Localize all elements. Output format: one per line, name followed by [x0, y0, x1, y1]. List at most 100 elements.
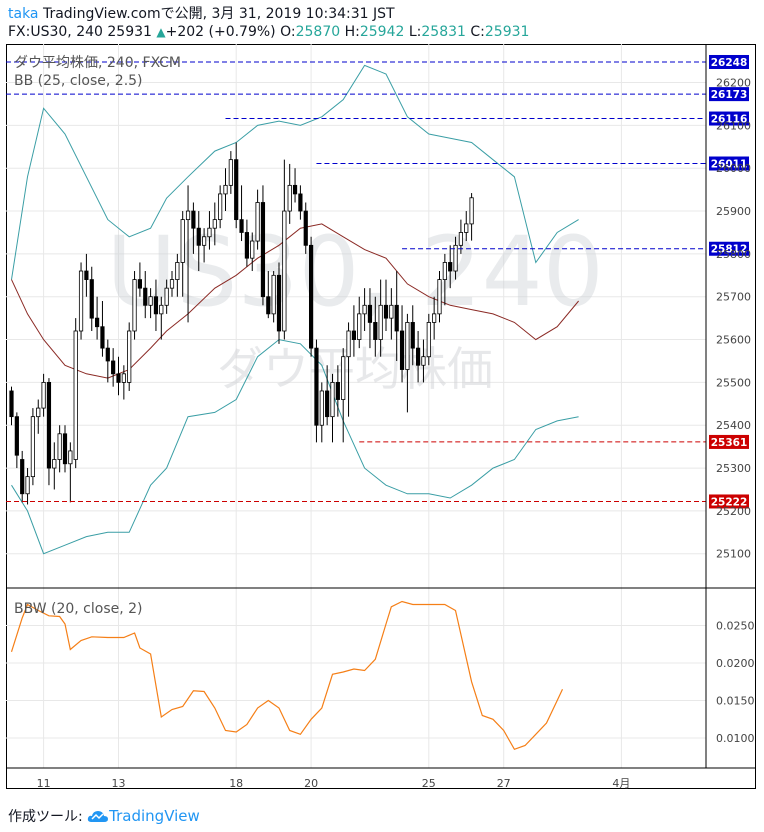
candle-body	[41, 381, 46, 409]
candle-body	[68, 450, 73, 465]
high-value: 25942	[359, 24, 405, 40]
candle-body	[36, 407, 41, 418]
close-value: 25931	[484, 24, 530, 40]
candle-body	[14, 416, 19, 456]
bbw-line	[10, 600, 564, 751]
low-value: 25831	[421, 24, 466, 40]
candle-body	[25, 476, 30, 495]
price-tick-label: 25500	[716, 376, 751, 389]
price-tick-label: 25300	[716, 462, 751, 475]
time-tick-label: 27	[497, 777, 511, 790]
grid	[6, 44, 706, 768]
candle-body	[453, 244, 458, 272]
candle-body	[303, 210, 308, 246]
candle-body	[405, 322, 410, 370]
time-tick-label: 20	[304, 777, 318, 790]
price-level-badge	[709, 434, 749, 449]
candle-body	[223, 184, 228, 195]
candle-body	[20, 459, 25, 495]
low-label: L:	[408, 24, 422, 40]
candle-body	[415, 347, 421, 366]
candle-body	[464, 223, 469, 233]
price-tick-label: 26100	[716, 119, 751, 132]
price-level-label: 26011	[711, 159, 748, 171]
footer: 作成ツール: TradingView	[8, 806, 200, 827]
price-level-label: 25812	[711, 244, 748, 256]
open-value: 25870	[295, 24, 341, 40]
candle-body	[132, 279, 137, 332]
candle-body	[421, 356, 426, 366]
candle-body	[218, 193, 223, 221]
candle-body	[62, 433, 68, 465]
candle-body	[319, 390, 324, 426]
price-tick-label: 25600	[716, 334, 751, 347]
header-line-2: FX:US30, 240 25931 ▲+202 (+0.79%) O:2587…	[8, 23, 529, 41]
candle-body	[95, 317, 100, 328]
price-level-badge	[709, 241, 749, 256]
change-value: +202 (+0.79%)	[165, 24, 276, 40]
price-tick-label: 26000	[716, 162, 751, 175]
candle-body	[357, 313, 362, 340]
candle-body	[383, 304, 389, 319]
candle-body	[52, 459, 57, 469]
price-level-label: 26248	[711, 57, 748, 69]
header-line-1: taka TradingView.comで公開, 3月 31, 2019 10:…	[8, 5, 395, 23]
candle-body	[100, 326, 105, 349]
candle-body	[185, 210, 191, 221]
legend-bb[interactable]: BB (25, close, 2.5)	[14, 73, 143, 89]
candle-body	[410, 322, 415, 349]
candle-body	[234, 159, 239, 221]
candle-body	[9, 390, 14, 418]
candles	[9, 142, 474, 505]
legend-main[interactable]: ダウ平均株価, 240, FXCM	[14, 55, 181, 71]
candle-body	[373, 322, 378, 340]
price-levels: 26248 26173 26116 26011 25812 25361 25222	[6, 54, 749, 509]
bb-lower-line	[11, 339, 579, 555]
candle-body	[153, 296, 159, 315]
open-label: O:	[280, 24, 296, 40]
bbw-tick-label: 0.0100	[716, 732, 755, 745]
bb-upper-line	[11, 64, 579, 280]
candle-body	[30, 416, 36, 478]
candle-body	[330, 381, 335, 418]
bbw-tick-label: 0.0150	[716, 695, 755, 708]
candle-body	[121, 373, 126, 383]
bbw-tick-label: 0.0200	[716, 657, 755, 670]
candle-body	[159, 304, 164, 315]
price-level-badge	[709, 87, 749, 102]
candle-body	[244, 232, 249, 259]
author-name[interactable]: taka	[8, 6, 39, 22]
candle-body	[89, 279, 94, 319]
candle-body	[399, 330, 405, 370]
candle-body	[341, 356, 346, 400]
candle-body	[175, 262, 180, 280]
candle-body	[116, 373, 121, 383]
candle-body	[282, 210, 287, 332]
candle-body	[378, 304, 383, 340]
candle-body	[426, 322, 431, 358]
price-level-badge	[709, 156, 749, 171]
candle-body	[169, 279, 175, 289]
axes: 25100 25200 25300 25400 25500 25600 25700 25800…	[37, 77, 755, 790]
chart-frame	[6, 44, 756, 789]
footer-brand[interactable]: TradingView	[109, 807, 200, 825]
candle-body	[143, 287, 148, 306]
candle-body	[78, 270, 84, 332]
candle-body	[469, 197, 474, 225]
time-tick-label: 13	[112, 777, 126, 790]
candle-body	[346, 330, 351, 358]
price-level-label: 26116	[711, 114, 748, 126]
candle-body	[111, 360, 116, 375]
candle-body	[127, 330, 132, 383]
candle-body	[432, 313, 437, 323]
price-tick-label: 25100	[716, 548, 751, 561]
candle-body	[335, 381, 340, 400]
candle-body	[314, 347, 319, 426]
time-tick-label: 11	[37, 777, 51, 790]
candle-body	[389, 304, 394, 319]
price-level-badge	[709, 54, 749, 69]
legend-bbw[interactable]: BBW (20, close, 2)	[14, 601, 143, 617]
price-level-label: 26173	[711, 89, 748, 101]
candle-body	[442, 262, 447, 280]
